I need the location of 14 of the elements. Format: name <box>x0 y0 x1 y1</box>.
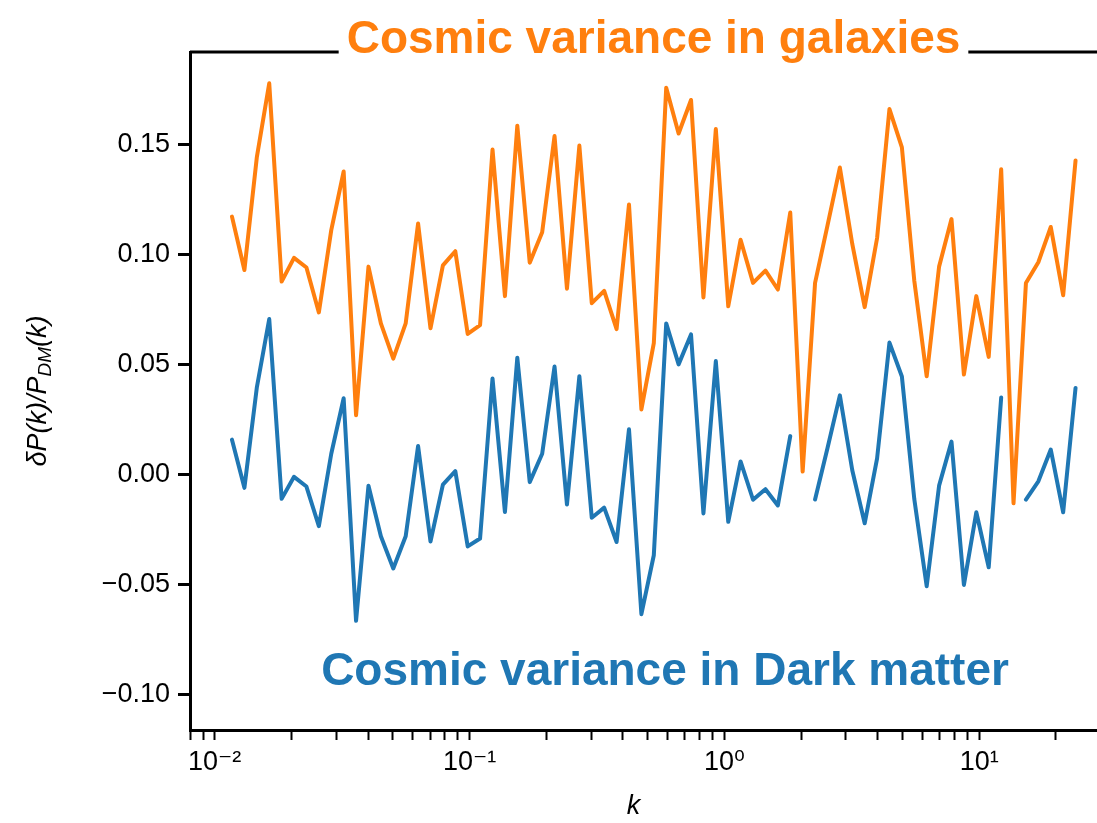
x-tick-label: 10⁻² <box>188 745 242 776</box>
x-axis-title: k <box>626 789 642 820</box>
y-tick-label: 0.15 <box>117 127 170 158</box>
y-tick-label: −0.05 <box>101 568 170 599</box>
y-tick-label: −0.10 <box>101 678 170 709</box>
series-label: Cosmic variance in Dark matter <box>321 642 1009 695</box>
x-tick-label: 10⁻¹ <box>442 745 497 776</box>
y-tick-label: 0.05 <box>117 348 170 379</box>
x-tick-label: 10⁰ <box>703 745 745 776</box>
series-label: Cosmic variance in galaxies <box>346 10 961 63</box>
y-axis-title: δP(k)/PDM(k) <box>21 315 56 467</box>
x-tick-label: 10¹ <box>959 745 999 776</box>
y-tick-label: 0.00 <box>117 458 170 489</box>
y-tick-label: 0.10 <box>117 237 170 268</box>
